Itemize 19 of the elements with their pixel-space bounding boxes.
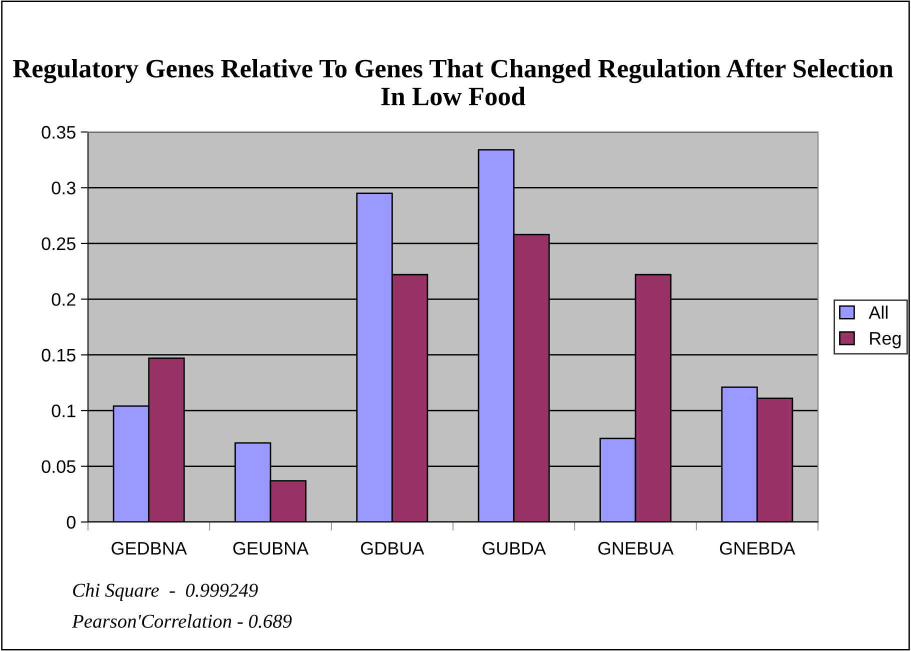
text: Pearson'Correlation - 0.689 xyxy=(72,614,292,628)
chart-title: Regulatory Genes Relative To Genes That Changed Regulation After Selection In Low Food xyxy=(13,58,894,106)
x-tick-label: GNEBDA xyxy=(720,542,796,555)
y-tick-label: 0.15 xyxy=(42,348,76,362)
x-tick-label: GNEBUA xyxy=(598,542,674,555)
y-tick-label: 0.2 xyxy=(52,293,76,306)
y-tick-label: 0.1 xyxy=(52,404,76,418)
y-tick-label: 0 xyxy=(66,516,76,529)
x-tick-label: GEDBNA xyxy=(112,542,187,555)
y-tick-label: 0.05 xyxy=(42,460,76,474)
x-tick-label: GUBDA xyxy=(482,542,546,555)
y-tick-label: 0.3 xyxy=(52,182,76,194)
x-tick-label: GDBUA xyxy=(360,542,424,555)
legend-label: Reg xyxy=(870,332,901,348)
y-tick-label: 0.25 xyxy=(42,237,76,250)
x-tick-label: GEUBNA xyxy=(233,542,309,555)
text: Chi Square - 0.999249 xyxy=(73,583,258,601)
y-tick-label: 0.35 xyxy=(42,126,76,139)
legend-label: All xyxy=(868,306,888,319)
